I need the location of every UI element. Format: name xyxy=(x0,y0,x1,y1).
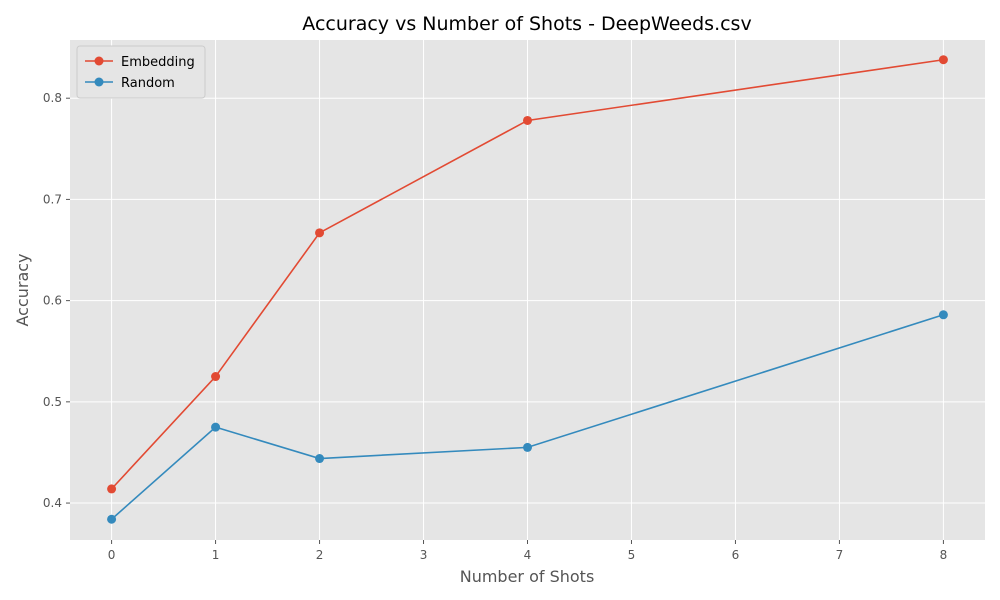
x-tick-label: 7 xyxy=(836,548,844,562)
x-tick-label: 5 xyxy=(628,548,636,562)
data-point-random xyxy=(315,454,325,464)
x-axis-label: Number of Shots xyxy=(460,567,595,586)
x-tick-label: 8 xyxy=(940,548,948,562)
legend-label: Random xyxy=(121,76,175,91)
series-embedding xyxy=(107,55,948,494)
x-tick-label: 1 xyxy=(212,548,220,562)
y-tick-label: 0.8 xyxy=(43,91,62,105)
data-point-embedding xyxy=(315,228,325,238)
data-point-embedding xyxy=(523,115,532,125)
legend-label: Embedding xyxy=(121,55,195,70)
data-point-random xyxy=(523,442,532,452)
legend-marker xyxy=(94,77,104,87)
x-tick-label: 0 xyxy=(108,548,116,562)
x-tick-label: 4 xyxy=(524,548,532,562)
legend-item-random: Random xyxy=(85,76,175,91)
legend-item-embedding: Embedding xyxy=(85,55,195,70)
data-point-random xyxy=(107,514,117,524)
legend-box xyxy=(76,45,206,99)
y-tick-label: 0.5 xyxy=(43,395,62,409)
x-tick-label: 3 xyxy=(420,548,428,562)
chart-title: Accuracy vs Number of Shots - DeepWeeds.… xyxy=(302,13,751,35)
data-point-random xyxy=(211,422,221,432)
data-point-embedding xyxy=(107,484,117,494)
data-point-random xyxy=(938,310,948,320)
legend-marker xyxy=(94,56,104,66)
legend: Embedding Random xyxy=(76,45,206,99)
y-tick-label: 0.7 xyxy=(43,192,62,206)
series-layer xyxy=(107,55,948,524)
axis-ticks: 0 1 2 3 4 5 6 7 8 0.4 0.5 0.6 0.7 0.8 xyxy=(43,91,947,562)
grid xyxy=(70,40,985,540)
series-random xyxy=(107,310,948,524)
data-point-embedding xyxy=(938,55,948,65)
data-point-embedding xyxy=(211,372,221,382)
y-tick-label: 0.4 xyxy=(43,496,62,510)
y-tick-label: 0.6 xyxy=(43,294,62,308)
y-axis-label: Accuracy xyxy=(13,253,32,326)
x-tick-label: 2 xyxy=(316,548,324,562)
x-tick-label: 6 xyxy=(732,548,740,562)
